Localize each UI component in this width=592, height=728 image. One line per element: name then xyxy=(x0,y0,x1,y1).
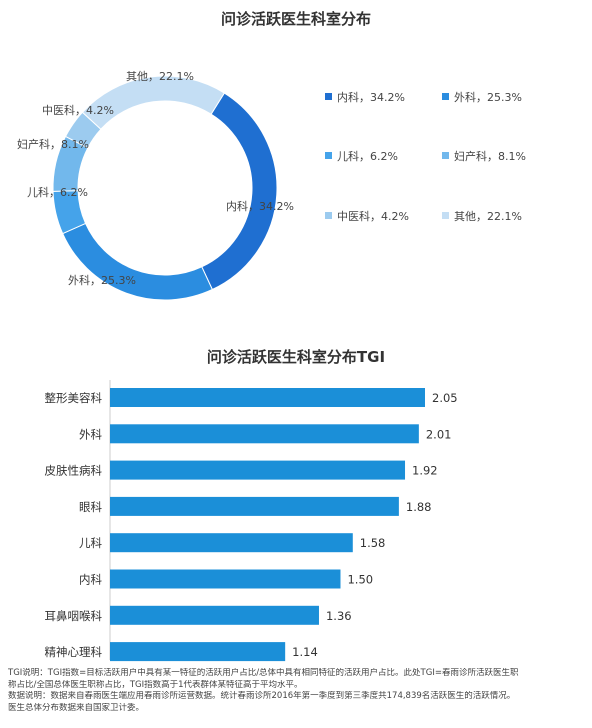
donut-slice xyxy=(81,75,226,130)
slice-label: 中医科，4.2% xyxy=(42,103,114,117)
bar-chart-title: 问诊活跃医生科室分布TGI xyxy=(206,348,386,366)
bar xyxy=(110,460,406,480)
category-label: 外科 xyxy=(79,427,102,441)
bar xyxy=(110,388,425,407)
value-label: 1.36 xyxy=(326,609,352,623)
category-label: 内科 xyxy=(79,573,102,587)
slice-label: 其他，22.1% xyxy=(126,70,194,83)
legend-swatch xyxy=(325,152,332,159)
category-label: 精神心理科 xyxy=(45,645,103,659)
slice-label: 内科，34.2% xyxy=(226,199,294,213)
bar xyxy=(110,642,286,662)
legend-label: 儿科，6.2% xyxy=(337,149,398,163)
bar xyxy=(110,424,419,444)
donut-chart: 内科，34.2% 外科，25.3% 儿科，6.2% 妇产科，8.1% 中医科，4.2% 其… xyxy=(17,70,526,301)
legend-swatch xyxy=(325,212,332,219)
note-line: TGI说明：TGI指数=目标活跃用户中具有某一特征的活跃用户占比/总体中具有相同… xyxy=(8,668,519,678)
legend-swatch xyxy=(442,152,449,159)
value-label: 1.50 xyxy=(347,573,373,587)
notes-block: TGI说明：TGI指数=目标活跃用户中具有某一特征的活跃用户占比/总体中具有相同… xyxy=(8,668,584,714)
value-label: 2.01 xyxy=(426,427,452,441)
value-label: 1.92 xyxy=(412,464,438,478)
legend-label: 其他，22.1% xyxy=(454,210,522,223)
bar xyxy=(110,605,319,625)
legend-label: 中医科，4.2% xyxy=(337,209,409,223)
legend-swatch xyxy=(325,93,332,100)
category-label: 儿科 xyxy=(79,536,102,550)
legend-swatch xyxy=(442,212,449,219)
value-label: 2.05 xyxy=(432,391,458,405)
legend-label: 妇产科，8.1% xyxy=(454,149,526,163)
legend-label: 内科，34.2% xyxy=(337,90,405,104)
category-label: 耳鼻咽喉科 xyxy=(45,609,103,623)
donut-chart-title: 问诊活跃医生科室分布 xyxy=(220,10,371,28)
legend-swatch xyxy=(442,93,449,100)
note-line: 数据说明：数据来自春雨医生端应用春雨诊所运营数据。统计春雨诊所2016年第一季度… xyxy=(8,691,516,701)
legend-label: 外科，25.3% xyxy=(454,90,522,104)
category-label: 整形美容科 xyxy=(45,391,103,405)
value-label: 1.14 xyxy=(292,645,318,659)
bar xyxy=(110,496,399,516)
slice-label: 妇产科，8.1% xyxy=(17,137,89,151)
value-label: 1.88 xyxy=(406,500,432,514)
category-label: 皮肤性病科 xyxy=(45,464,103,478)
note-line: 称占比/全国总体医生职称占比，TGI指数高于1代表群体某特征高于平均水平。 xyxy=(8,679,303,690)
value-label: 1.58 xyxy=(360,536,386,550)
note-line: 医生总体分布数据来自国家卫计委。 xyxy=(8,702,145,713)
slice-label: 儿科，6.2% xyxy=(27,185,88,199)
slice-label: 外科，25.3% xyxy=(68,273,136,287)
bar xyxy=(110,533,353,553)
category-label: 眼科 xyxy=(79,500,102,514)
bar xyxy=(110,569,341,589)
